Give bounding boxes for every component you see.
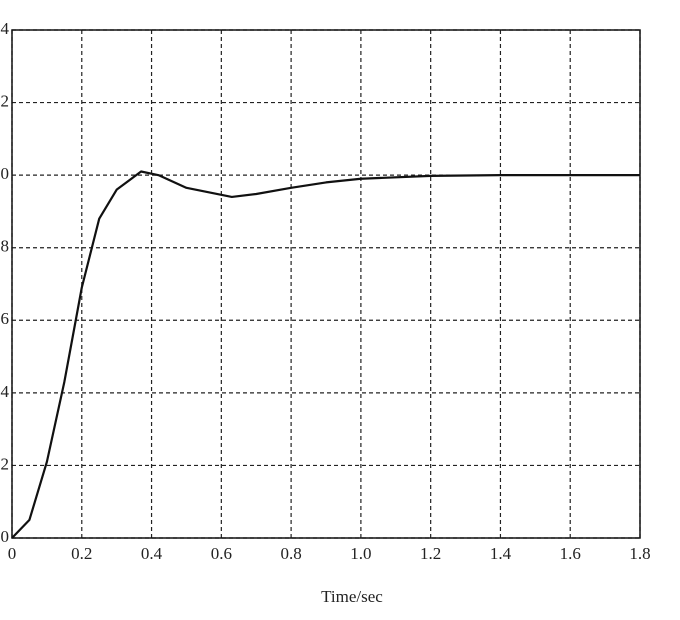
x-tick-label: 1.0	[350, 544, 371, 563]
y-tick-label: 0.8	[0, 237, 9, 256]
line-series	[11, 170, 640, 539]
x-tick-label: 1.4	[490, 544, 512, 563]
x-tick-label: 1.2	[420, 544, 441, 563]
x-tick-label: 0.2	[71, 544, 92, 563]
x-tick-label: 0.4	[141, 544, 163, 563]
y-tick-label: 1.2	[0, 91, 9, 110]
x-tick-label: 0.6	[211, 544, 232, 563]
x-tick-label: 0.8	[280, 544, 301, 563]
y-tick-label: 0	[1, 527, 10, 546]
x-tick-label: 1.6	[560, 544, 581, 563]
y-tick-label: 0.2	[0, 454, 9, 473]
x-axis-label: Time/sec	[321, 587, 383, 606]
x-tick-label: 0	[8, 544, 17, 563]
y-tick-label: 1.4	[0, 19, 10, 38]
plot-frame	[11, 29, 641, 539]
y-tick-label: 1.0	[0, 164, 9, 183]
x-tick-label: 1.8	[629, 544, 650, 563]
y-tick-label: 0.4	[0, 382, 10, 401]
y-tick-label: 0.6	[0, 309, 9, 328]
